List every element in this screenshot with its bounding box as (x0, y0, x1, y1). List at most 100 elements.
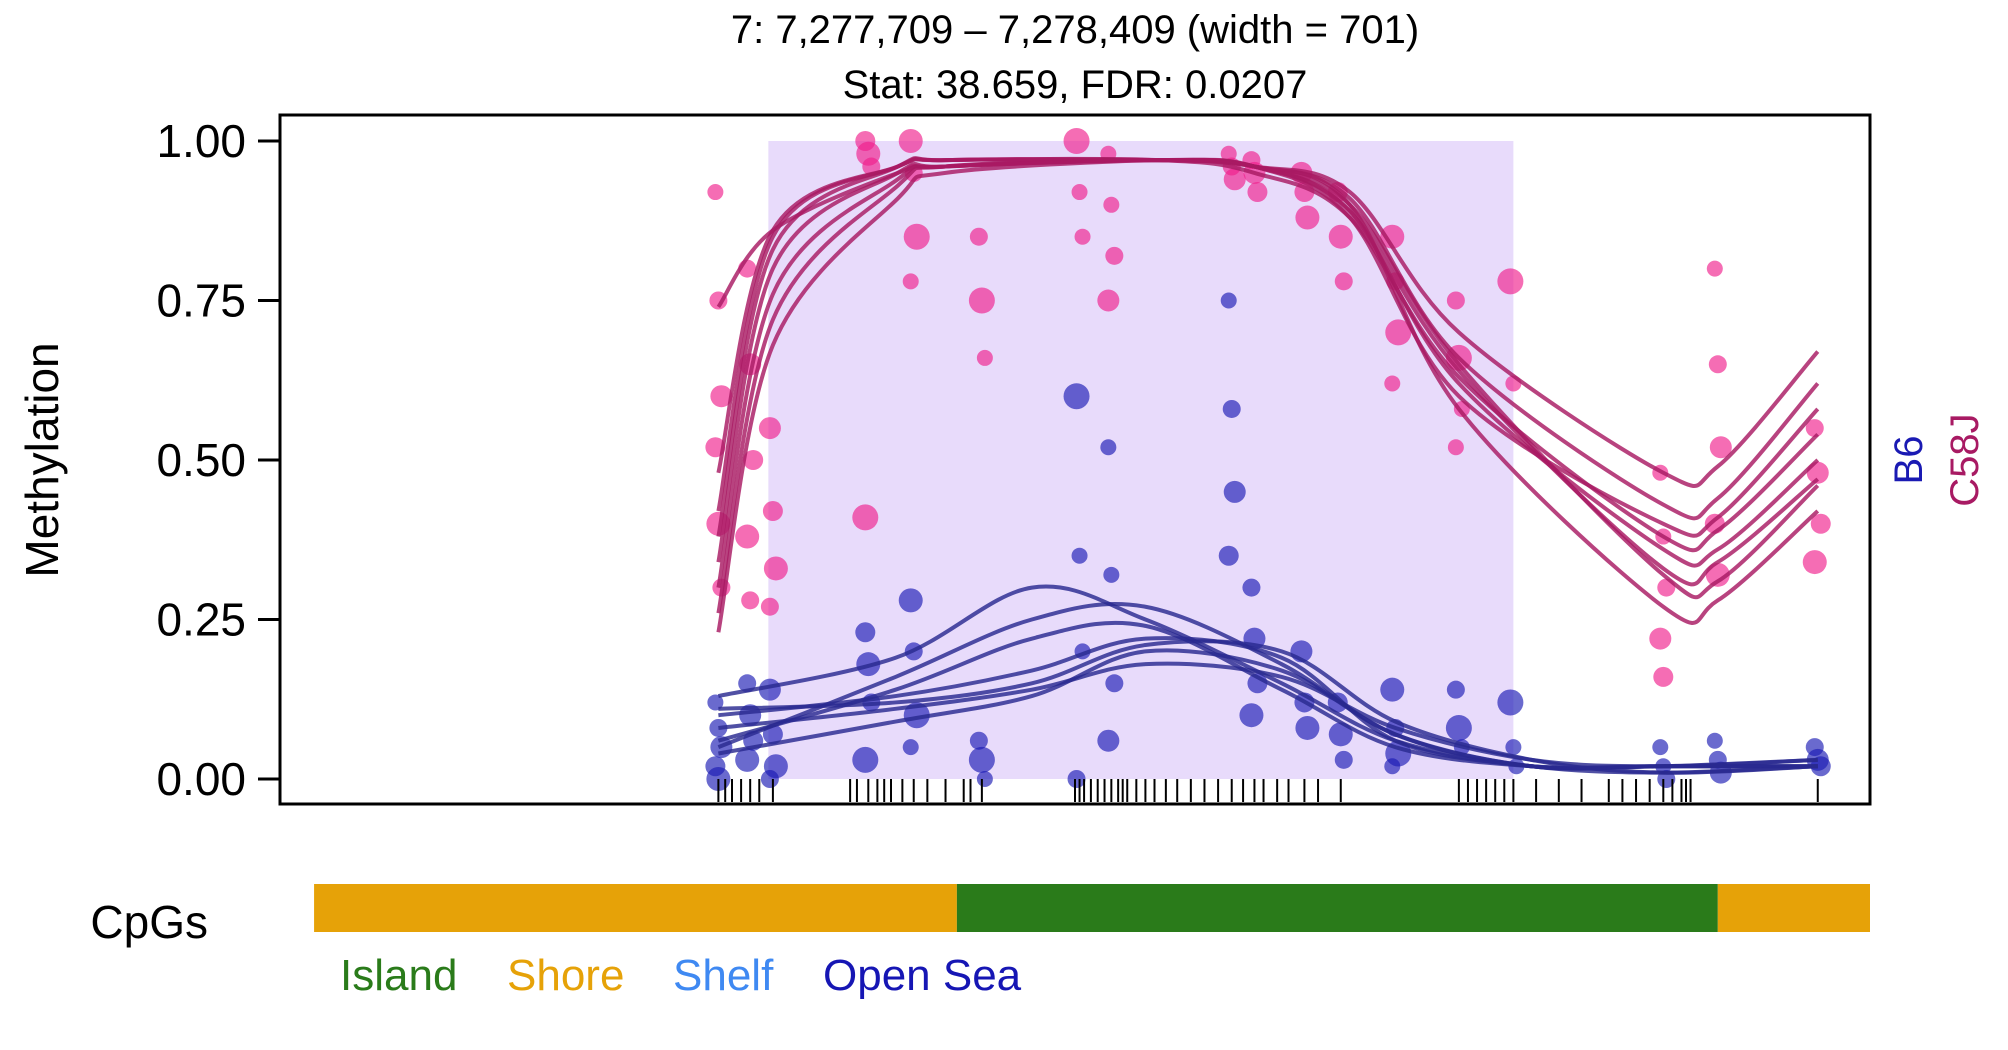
data-point-b6 (1497, 689, 1524, 716)
data-point-c58j (1709, 436, 1732, 459)
data-point-b6 (1505, 739, 1522, 756)
data-point-c58j (1447, 439, 1464, 456)
data-point-b6 (760, 770, 779, 788)
data-point-b6 (1239, 703, 1264, 728)
data-point-c58j (1649, 627, 1672, 650)
smoothed-curve-b6 (717, 620, 1818, 770)
data-point-c58j (968, 287, 995, 314)
track-segment-shore (1717, 884, 1870, 932)
data-point-b6 (1706, 732, 1723, 749)
data-point-c58j (760, 597, 779, 616)
data-point-c58j (763, 556, 788, 581)
data-point-c58j (1802, 550, 1827, 575)
data-point-b6 (1063, 383, 1090, 410)
data-point-b6 (1445, 714, 1472, 741)
data-point-b6 (707, 694, 724, 711)
data-point-b6 (1384, 758, 1401, 775)
track-legend-shore: Shore (507, 951, 624, 1000)
track-legend-open-sea: Open Sea (823, 951, 1022, 1000)
data-point-b6 (1334, 750, 1353, 769)
data-point-b6 (1446, 680, 1465, 699)
data-point-c58j (1063, 128, 1090, 154)
data-point-c58j (969, 227, 988, 246)
y-tick-label: 0.75 (156, 275, 246, 327)
track-segment-island (956, 884, 1718, 932)
data-point-b6 (1242, 578, 1261, 597)
data-point-c58j (1706, 260, 1723, 277)
data-point-b6 (898, 588, 923, 613)
data-point-c58j (1223, 168, 1246, 191)
data-point-c58j (1247, 182, 1268, 203)
data-point-c58j (1385, 319, 1412, 346)
data-point-b6 (1067, 770, 1086, 788)
data-point-c58j (1097, 289, 1120, 312)
data-point-b6 (902, 739, 919, 756)
data-point-c58j (1105, 246, 1124, 265)
data-point-c58j (758, 417, 781, 440)
data-point-c58j (898, 129, 923, 153)
data-point-c58j (852, 504, 879, 531)
data-point-c58j (710, 385, 733, 408)
data-point-c58j (902, 273, 919, 290)
chart-subtitle: Stat: 38.659, FDR: 0.0207 (843, 63, 1308, 107)
data-point-b6 (855, 622, 876, 643)
data-point-c58j (1653, 666, 1674, 687)
data-points-layer (705, 128, 1831, 791)
data-point-b6 (1071, 547, 1088, 564)
data-point-b6 (1223, 480, 1246, 503)
data-point-c58j (741, 591, 760, 610)
smoothed-curve-c58j (716, 157, 1820, 587)
cpg-track-legend: Island Shore Shelf Open Sea (340, 951, 1022, 1000)
data-point-b6 (1295, 715, 1320, 740)
data-point-c58j (743, 450, 764, 470)
track-legend-shelf: Shelf (673, 951, 774, 1000)
data-point-c58j (1497, 268, 1524, 295)
legend-b6: B6 (1887, 436, 1931, 485)
y-tick-label: 1.00 (156, 115, 246, 167)
track-legend-island: Island (340, 951, 457, 1000)
cpg-track-label: CpGs (90, 896, 208, 948)
cpg-annotation-track (314, 884, 1870, 932)
data-point-c58j (1708, 355, 1727, 374)
data-point-b6 (969, 731, 988, 750)
y-tick-label: 0.25 (156, 594, 246, 646)
data-point-c58j (1328, 224, 1353, 249)
data-point-c58j (1384, 375, 1401, 392)
data-point-b6 (968, 746, 995, 773)
legend-c58j: C58J (1943, 413, 1987, 506)
data-point-c58j (1334, 272, 1353, 291)
y-tick-label: 0.00 (156, 753, 246, 805)
data-point-b6 (1380, 677, 1405, 702)
data-point-c58j (976, 349, 993, 366)
data-point-c58j (1074, 228, 1091, 245)
data-point-c58j (1805, 419, 1824, 438)
data-point-c58j (1071, 184, 1088, 201)
smoothed-curves-layer (716, 156, 1820, 775)
y-axis: 0.00 0.25 0.50 0.75 1.00 (156, 115, 282, 805)
data-point-b6 (1100, 439, 1117, 456)
data-point-b6 (852, 746, 879, 773)
y-axis-label: Methylation (16, 342, 68, 577)
data-point-c58j (735, 524, 760, 549)
smoothed-curve-b6 (718, 639, 1818, 775)
chart-title: 7: 7,277,709 – 7,278,409 (width = 701) (731, 8, 1419, 52)
data-point-c58j (707, 184, 724, 201)
data-point-b6 (1222, 399, 1241, 418)
data-point-c58j (1810, 513, 1831, 534)
data-point-c58j (762, 501, 783, 522)
data-point-b6 (735, 747, 760, 772)
data-point-c58j (1380, 224, 1405, 249)
data-point-b6 (1328, 722, 1353, 747)
data-point-b6 (1103, 566, 1120, 583)
data-point-b6 (1097, 729, 1120, 752)
data-point-c58j (903, 223, 930, 250)
data-point-b6 (1218, 545, 1239, 566)
data-point-b6 (1652, 739, 1669, 756)
data-point-c58j (1446, 291, 1465, 310)
data-point-b6 (1105, 674, 1124, 693)
cpg-rug (717, 779, 1819, 802)
data-point-b6 (738, 674, 757, 693)
data-point-b6 (1220, 292, 1237, 309)
data-point-c58j (1295, 205, 1320, 230)
